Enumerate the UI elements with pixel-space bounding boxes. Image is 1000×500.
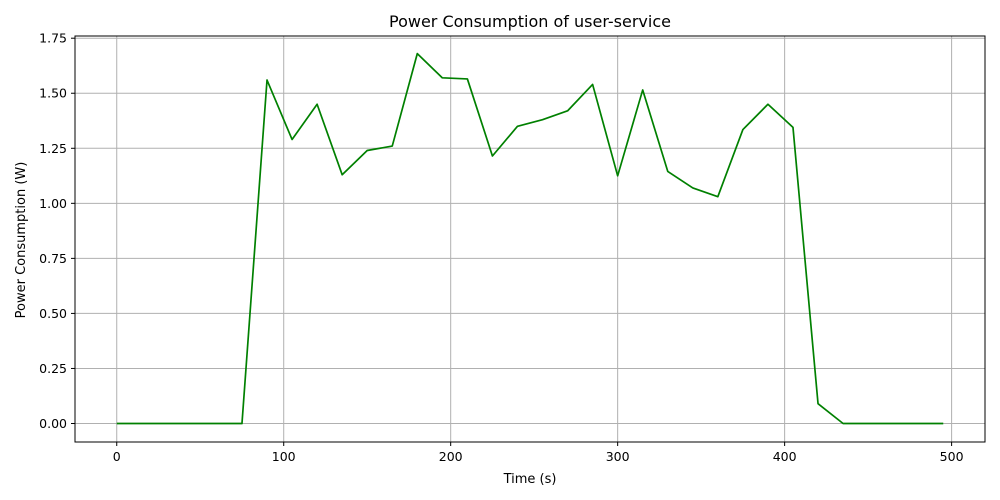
plot-frame: [74, 35, 986, 443]
x-tick-label: 500: [940, 449, 964, 464]
x-tick-label: 200: [439, 449, 463, 464]
x-tick-label: 100: [272, 449, 296, 464]
chart-title: Power Consumption of user-service: [389, 12, 671, 31]
y-tick-label: 0.00: [39, 416, 67, 431]
x-axis-label: Time (s): [503, 472, 557, 487]
y-tick-label: 1.50: [39, 86, 67, 101]
y-tick-label: 0.50: [39, 306, 67, 321]
y-tick-label: 0.25: [39, 361, 67, 376]
series-line: [116, 52, 944, 425]
axes: 0 100 200 300 400 500 0.00 0.25 0.50 0.75 1.00 1.25…: [39, 31, 986, 464]
x-tick-label: 400: [773, 449, 797, 464]
x-tick-label: 0: [113, 449, 121, 464]
grid: [75, 36, 985, 442]
y-tick-label: 1.75: [39, 31, 67, 46]
y-tick-label: 0.75: [39, 251, 67, 266]
series-layer: [116, 52, 944, 425]
y-tick-label: 1.00: [39, 196, 67, 211]
y-axis-label: Power Consumption (W): [14, 162, 29, 319]
y-tick-label: 1.25: [39, 141, 67, 156]
x-tick-label: 300: [606, 449, 630, 464]
